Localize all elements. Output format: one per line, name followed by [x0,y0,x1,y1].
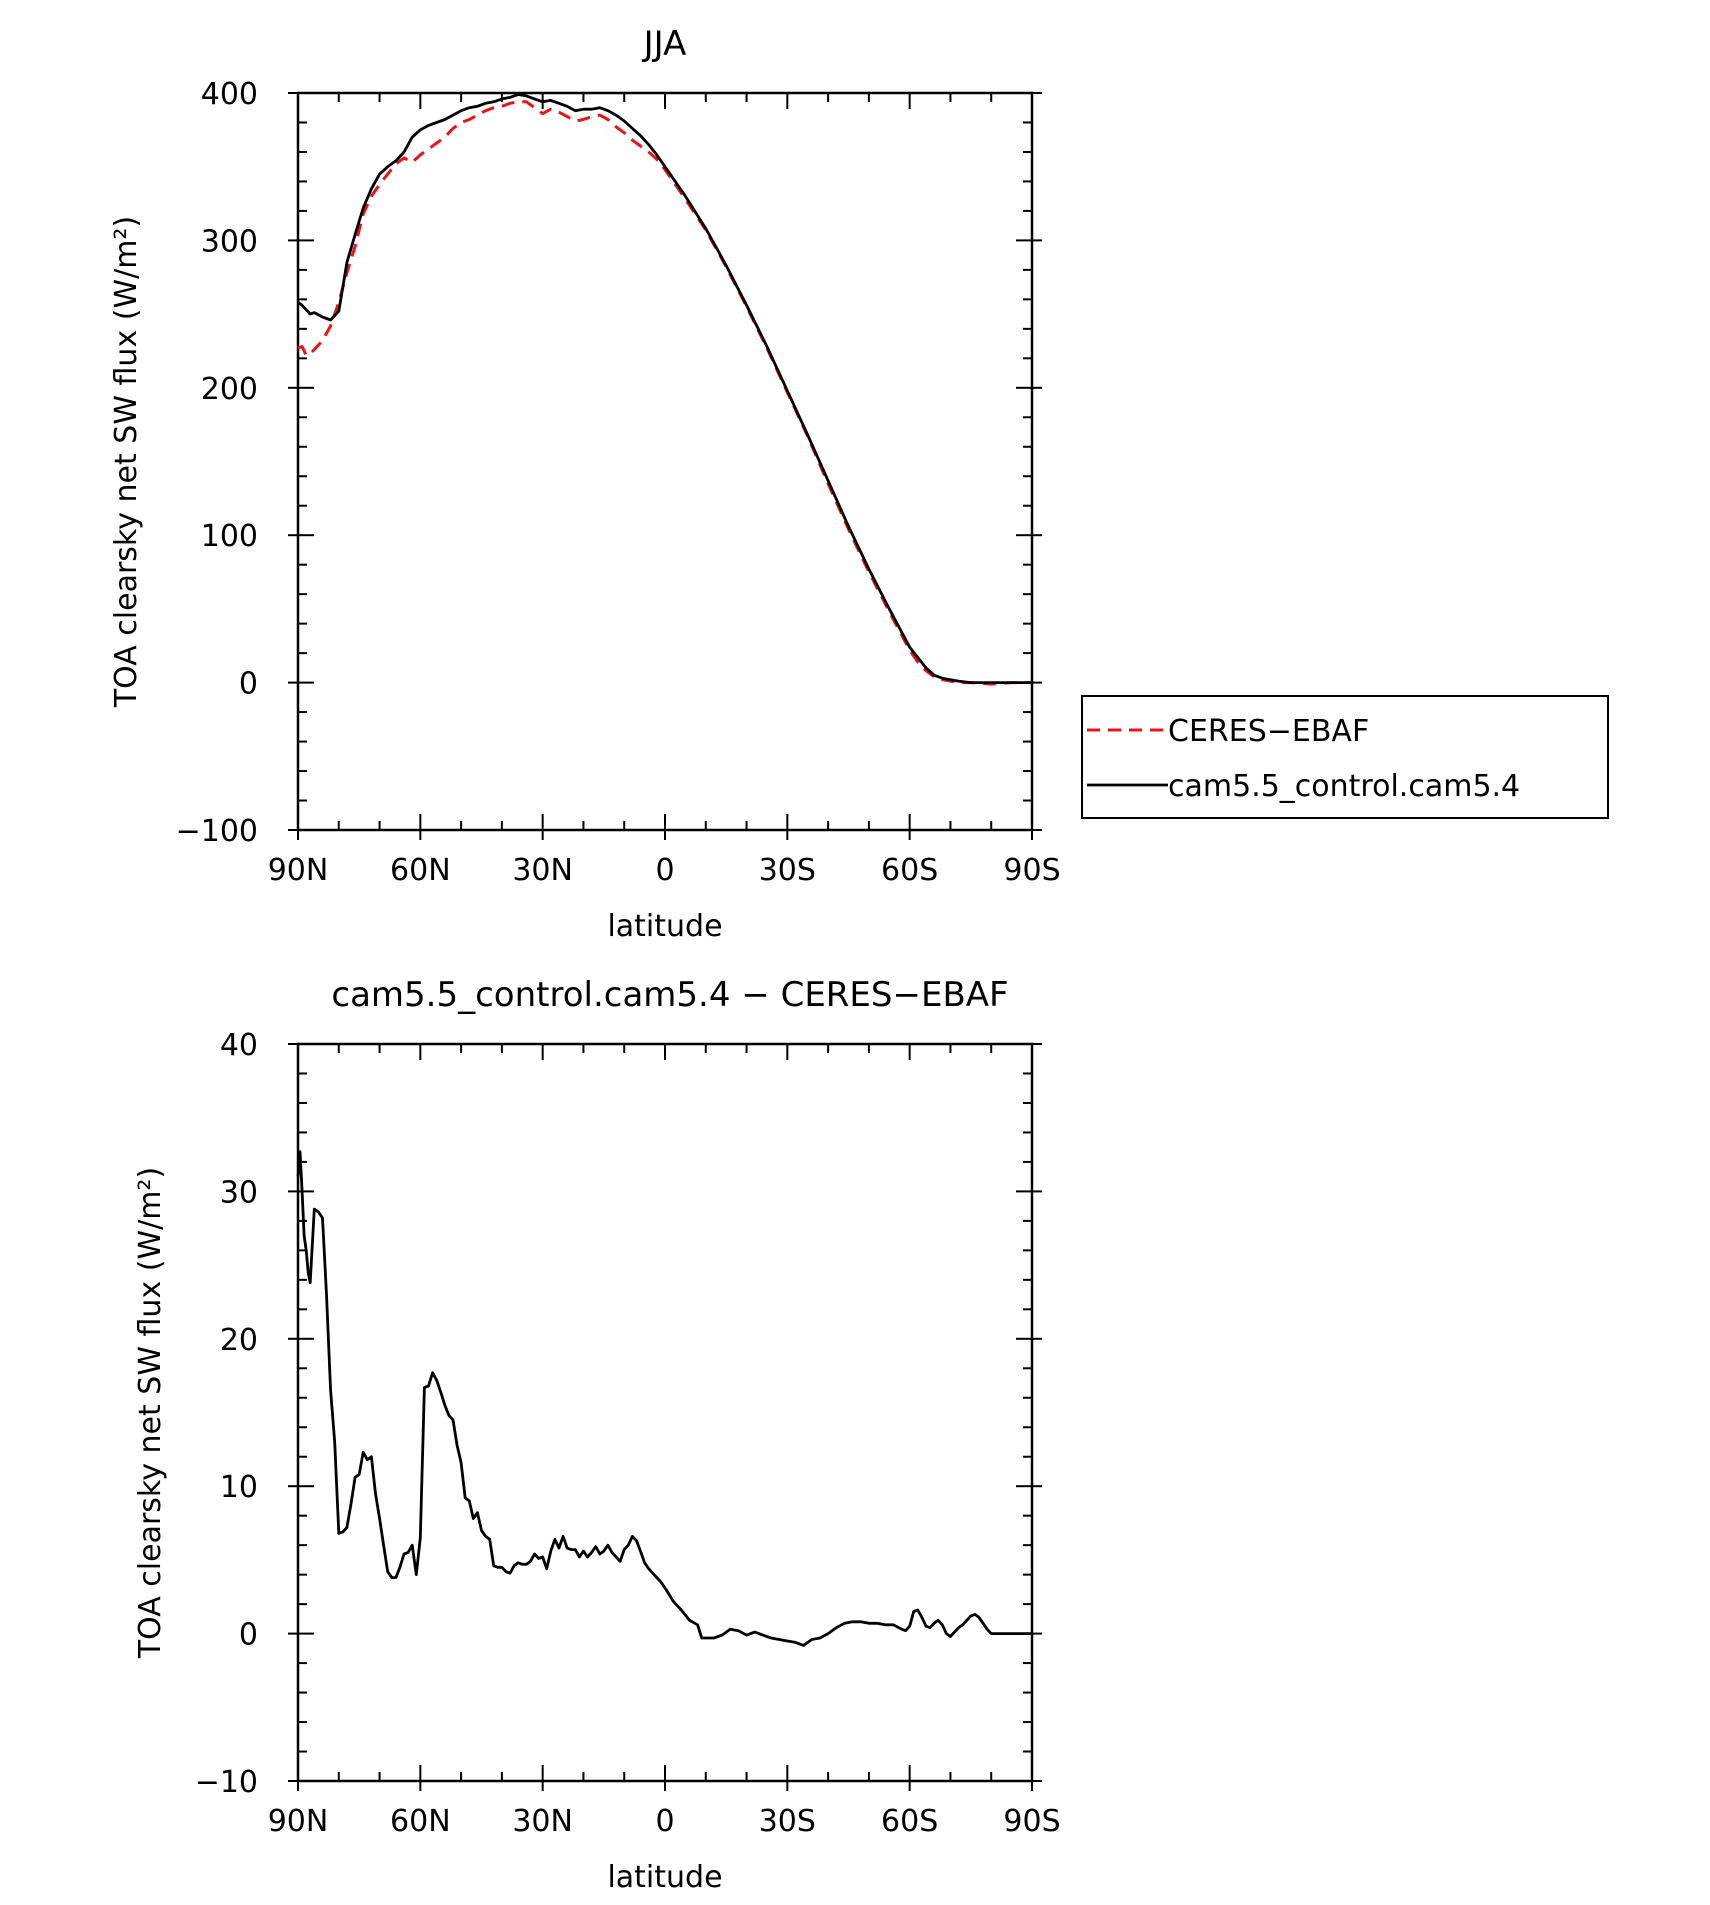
y-tick-label: 10 [220,1470,258,1505]
y-tick-label: −10 [195,1765,258,1800]
legend-box [1081,695,1609,819]
y-tick-label: 400 [201,77,258,112]
chart-panel-2: cam5.5_control.cam5.4 − CERES−EBAF 90N 60N… [133,975,1061,1895]
y-tick-label: 0 [239,1618,258,1653]
y-tick-label: 200 [201,372,258,407]
series-line-ceres-ebaf [297,100,1032,686]
chart-title: cam5.5_control.cam5.4 − CERES−EBAF [331,975,1008,1015]
chart-panel-1: JJA 90N 60N 30N 0 30S 60S 90S −100 0 100 200 300 400 l… [109,24,1609,944]
x-tick-label: 30N [512,1804,573,1839]
series-line-difference [296,1150,1032,1647]
y-tick-label: 0 [239,667,258,702]
x-tick-label: 0 [655,1804,674,1839]
x-tick-label: 90N [268,853,329,888]
y-axis-label: TOA clearsky net SW flux (W/m²) [133,1167,168,1659]
x-tick-label: 90S [1003,853,1060,888]
y-tick-label: 100 [201,519,258,554]
y-tick-label: −100 [176,814,258,849]
y-tick-label: 300 [201,224,258,259]
x-axis-label: latitude [607,1860,722,1895]
x-tick-label: 60S [881,1804,938,1839]
x-tick-label: 60S [881,853,938,888]
x-tick-label: 90N [268,1804,329,1839]
x-tick-label: 30N [512,853,573,888]
x-axis-label: latitude [607,909,722,944]
legend-entry: cam5.5_control.cam5.4 [1168,769,1520,804]
plot-frame [296,1042,1034,1783]
legend-entry: CERES−EBAF [1168,714,1369,749]
y-tick-label: 40 [220,1028,258,1063]
series-line-cam5-5-control-cam5-4 [297,93,1032,684]
y-tick-label: 20 [220,1323,258,1358]
x-tick-label: 30S [759,853,816,888]
chart-title: JJA [642,24,687,64]
x-tick-label: 60N [390,853,451,888]
y-axis-label: TOA clearsky net SW flux (W/m²) [109,216,144,708]
x-tick-label: 0 [655,853,674,888]
plot-frame [296,91,1034,832]
x-tick-label: 60N [390,1804,451,1839]
x-tick-label: 30S [759,1804,816,1839]
x-tick-label: 90S [1003,1804,1060,1839]
y-tick-label: 30 [220,1175,258,1210]
legend: CERES−EBAF cam5.5_control.cam5.4 [1081,695,1609,819]
